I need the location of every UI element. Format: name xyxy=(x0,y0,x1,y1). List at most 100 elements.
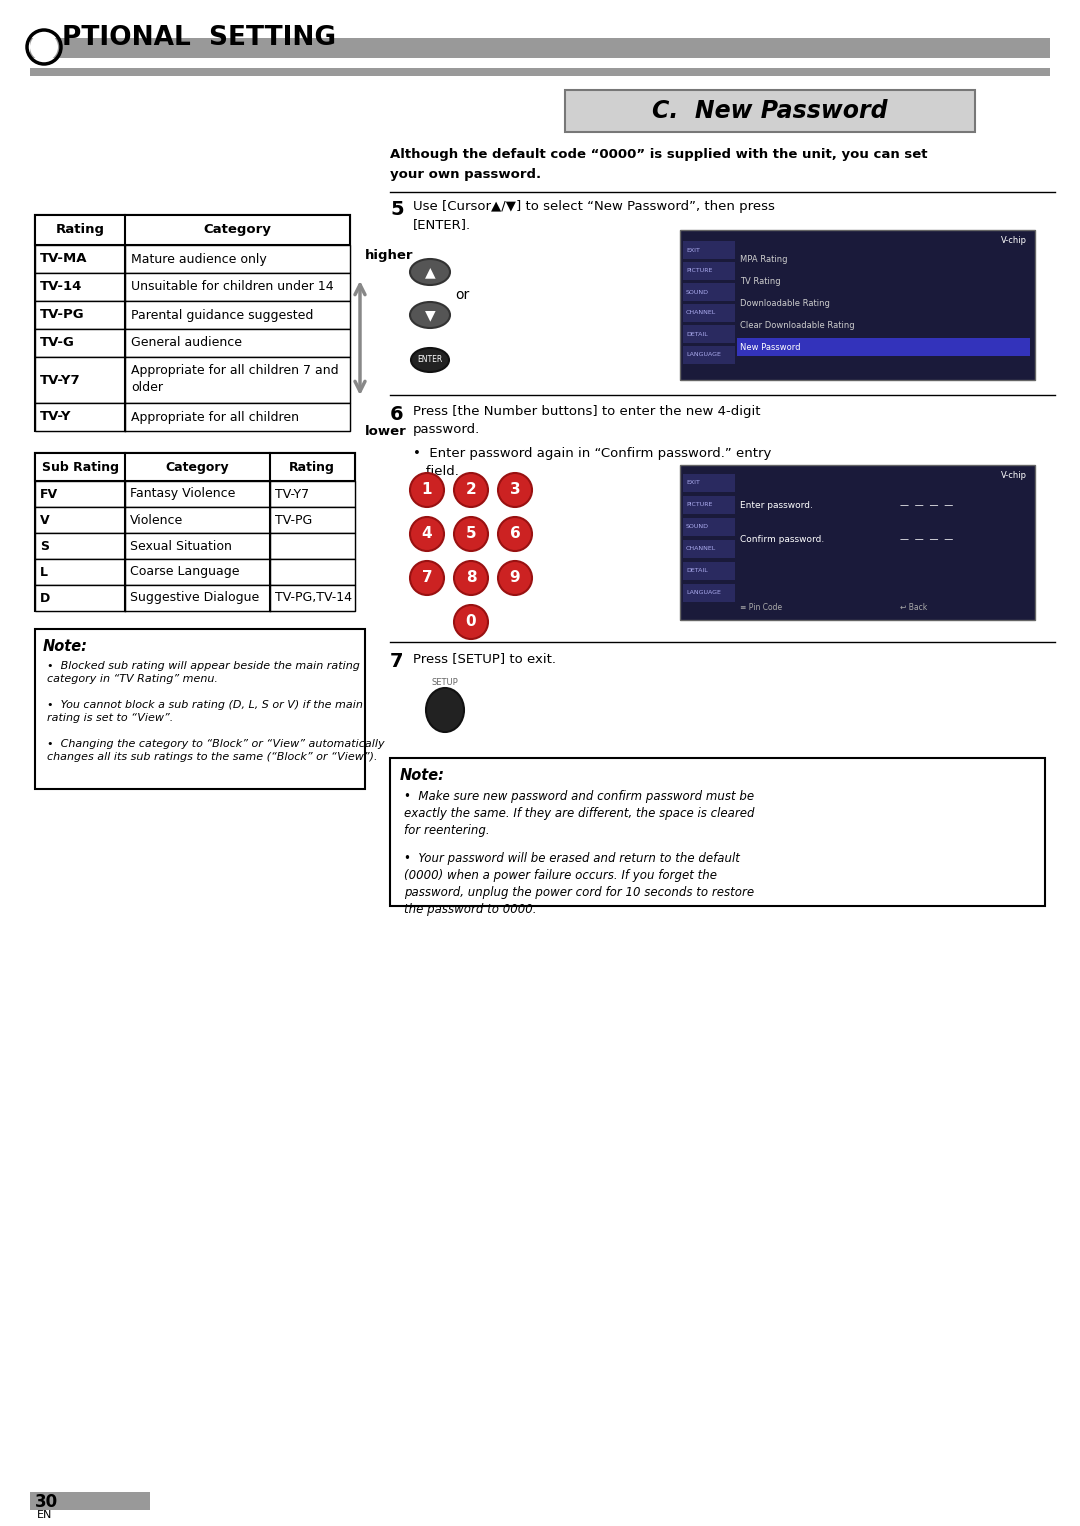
Text: Fantasy Violence: Fantasy Violence xyxy=(130,487,235,501)
Text: SETUP: SETUP xyxy=(432,678,458,687)
Text: PTIONAL  SETTING: PTIONAL SETTING xyxy=(62,24,336,50)
Text: CHANNEL: CHANNEL xyxy=(686,546,716,551)
Text: Appropriate for all children: Appropriate for all children xyxy=(131,410,299,424)
Text: EXIT: EXIT xyxy=(686,247,700,252)
Ellipse shape xyxy=(411,348,449,372)
Text: ↩ Back: ↩ Back xyxy=(900,603,928,612)
Text: Unsuitable for children under 14: Unsuitable for children under 14 xyxy=(131,281,334,293)
Text: 1: 1 xyxy=(422,482,432,497)
Circle shape xyxy=(410,473,444,507)
Circle shape xyxy=(410,562,444,595)
Text: 5: 5 xyxy=(465,526,476,542)
Text: ≡ Pin Code: ≡ Pin Code xyxy=(740,603,782,612)
Text: lower: lower xyxy=(365,426,407,438)
Bar xyxy=(683,282,735,301)
Text: TV-PG: TV-PG xyxy=(40,308,84,322)
Circle shape xyxy=(30,34,58,61)
Text: Rating: Rating xyxy=(55,223,105,237)
Text: TV Rating: TV Rating xyxy=(740,278,781,287)
Bar xyxy=(683,325,735,343)
Text: 7: 7 xyxy=(390,652,404,671)
Text: SOUND: SOUND xyxy=(686,290,708,295)
Bar xyxy=(35,481,355,507)
Bar xyxy=(683,562,735,580)
Bar xyxy=(565,90,975,133)
Text: ▲: ▲ xyxy=(424,266,435,279)
Bar xyxy=(35,403,350,430)
Bar xyxy=(35,559,355,584)
Bar xyxy=(30,38,1050,58)
Text: Press [the Number buttons] to enter the new 4-digit
password.: Press [the Number buttons] to enter the … xyxy=(413,404,760,436)
Text: higher: higher xyxy=(365,249,414,262)
Text: TV-Y7: TV-Y7 xyxy=(275,487,309,501)
Bar xyxy=(737,337,1030,356)
Text: 3: 3 xyxy=(510,482,521,497)
Text: Rating: Rating xyxy=(289,461,335,473)
Text: Note:: Note: xyxy=(43,639,87,655)
Bar xyxy=(35,453,355,481)
Bar xyxy=(683,241,735,259)
Text: •  Make sure new password and confirm password must be
exactly the same. If they: • Make sure new password and confirm pas… xyxy=(404,790,755,836)
Text: or: or xyxy=(455,288,469,302)
Bar xyxy=(35,246,350,273)
Circle shape xyxy=(454,562,488,595)
Circle shape xyxy=(498,562,532,595)
Text: Downloadable Rating: Downloadable Rating xyxy=(740,299,829,308)
Text: EN: EN xyxy=(37,1511,52,1520)
Circle shape xyxy=(498,517,532,551)
Text: EXIT: EXIT xyxy=(686,481,700,485)
Text: LANGUAGE: LANGUAGE xyxy=(686,353,720,357)
Text: 4: 4 xyxy=(421,526,432,542)
Bar xyxy=(35,507,355,533)
Text: Sub Rating: Sub Rating xyxy=(41,461,119,473)
Text: ENTER: ENTER xyxy=(417,356,443,365)
Text: TV-Y7: TV-Y7 xyxy=(40,374,81,386)
Text: —  —  —  —: — — — — xyxy=(900,501,954,510)
Bar xyxy=(680,465,1035,620)
Text: Confirm password.: Confirm password. xyxy=(740,536,824,545)
Circle shape xyxy=(454,473,488,507)
Bar xyxy=(683,475,735,491)
Text: FV: FV xyxy=(40,487,58,501)
Text: Press [SETUP] to exit.: Press [SETUP] to exit. xyxy=(413,652,556,665)
Text: Sexual Situation: Sexual Situation xyxy=(130,540,232,552)
Bar xyxy=(35,584,355,610)
Bar xyxy=(30,1492,150,1511)
Bar xyxy=(30,69,1050,76)
Bar xyxy=(683,346,735,365)
Text: V-chip: V-chip xyxy=(1001,237,1027,246)
Text: New Password: New Password xyxy=(740,343,800,353)
Circle shape xyxy=(410,517,444,551)
Text: —  —  —  —: — — — — xyxy=(900,536,954,545)
Bar xyxy=(35,301,350,330)
Text: 6: 6 xyxy=(390,404,404,424)
Text: Suggestive Dialogue: Suggestive Dialogue xyxy=(130,592,259,604)
Text: Clear Downloadable Rating: Clear Downloadable Rating xyxy=(740,322,854,331)
Text: Violence: Violence xyxy=(130,514,184,526)
Text: TV-Y: TV-Y xyxy=(40,410,71,424)
Bar xyxy=(683,262,735,279)
Bar xyxy=(35,533,355,559)
Bar xyxy=(35,215,350,246)
Ellipse shape xyxy=(410,259,450,285)
Text: Although the default code “0000” is supplied with the unit, you can set: Although the default code “0000” is supp… xyxy=(390,148,928,162)
Text: V-chip: V-chip xyxy=(1001,472,1027,481)
Text: Note:: Note: xyxy=(400,768,445,783)
Text: TV-14: TV-14 xyxy=(40,281,82,293)
Text: •  You cannot block a sub rating (D, L, S or V) if the main
rating is set to “Vi: • You cannot block a sub rating (D, L, S… xyxy=(48,700,363,723)
Text: Mature audience only: Mature audience only xyxy=(131,252,267,266)
Text: Enter password.: Enter password. xyxy=(740,501,813,510)
Text: 7: 7 xyxy=(421,571,432,586)
Text: Category: Category xyxy=(203,223,271,237)
Bar xyxy=(390,758,1045,906)
Text: 5: 5 xyxy=(390,200,404,220)
Bar xyxy=(35,357,350,403)
Bar xyxy=(683,517,735,536)
Text: Category: Category xyxy=(165,461,229,473)
Text: TV-G: TV-G xyxy=(40,337,75,349)
Bar xyxy=(35,273,350,301)
Bar xyxy=(35,453,355,610)
Text: TV-PG: TV-PG xyxy=(275,514,312,526)
Text: D: D xyxy=(40,592,51,604)
Text: S: S xyxy=(40,540,49,552)
